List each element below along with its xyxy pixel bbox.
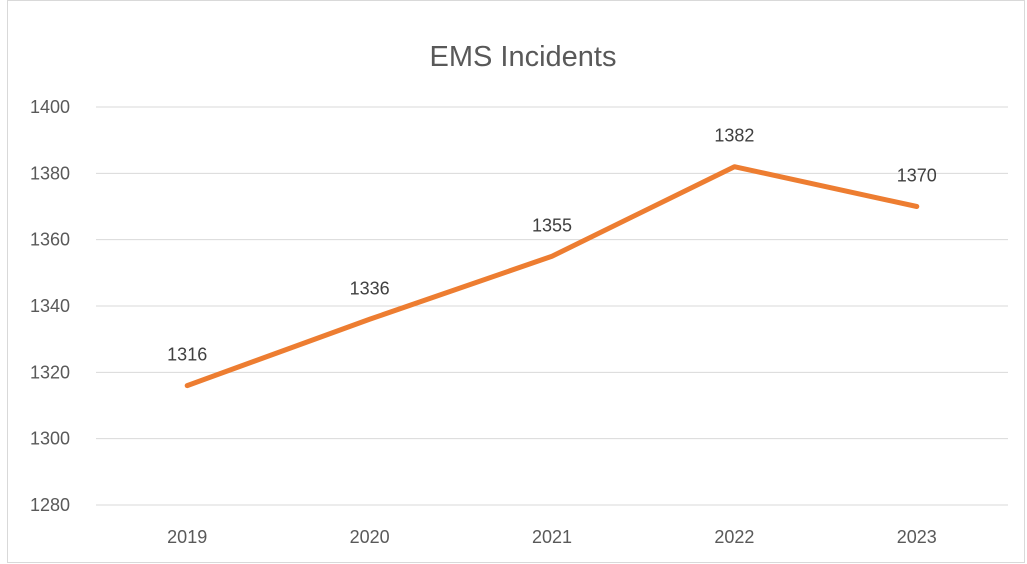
chart-area: EMS Incidents 1280 1300 1320 1340 1360 1380 14… [7, 0, 1025, 563]
y-tick-label: 1400 [30, 97, 70, 117]
y-tick-label: 1300 [30, 429, 70, 449]
y-axis-ticks: 1280 1300 1320 1340 1360 1380 1400 [30, 97, 70, 515]
x-axis-ticks: 2019 2020 2021 2022 2023 [167, 527, 937, 547]
x-tick-label: 2023 [897, 527, 937, 547]
data-labels: 1316 1336 1355 1382 1370 [167, 126, 937, 365]
y-tick-label: 1320 [30, 362, 70, 382]
x-tick-label: 2020 [350, 527, 390, 547]
data-label: 1370 [897, 166, 937, 186]
gridlines [96, 106, 1008, 506]
x-tick-label: 2022 [714, 527, 754, 547]
data-label: 1382 [714, 126, 754, 146]
data-label: 1336 [350, 278, 390, 298]
series-group [184, 164, 920, 389]
data-label: 1355 [532, 215, 572, 235]
series-line [184, 164, 920, 389]
y-tick-label: 1380 [30, 163, 70, 183]
y-tick-label: 1280 [30, 495, 70, 515]
line-chart: EMS Incidents 1280 1300 1320 1340 1360 1380 14… [30, 41, 1008, 547]
data-label: 1316 [167, 345, 207, 365]
y-tick-label: 1360 [30, 230, 70, 250]
chart-title: EMS Incidents [430, 41, 617, 73]
x-tick-label: 2019 [167, 527, 207, 547]
x-tick-label: 2021 [532, 527, 572, 547]
y-tick-label: 1340 [30, 296, 70, 316]
